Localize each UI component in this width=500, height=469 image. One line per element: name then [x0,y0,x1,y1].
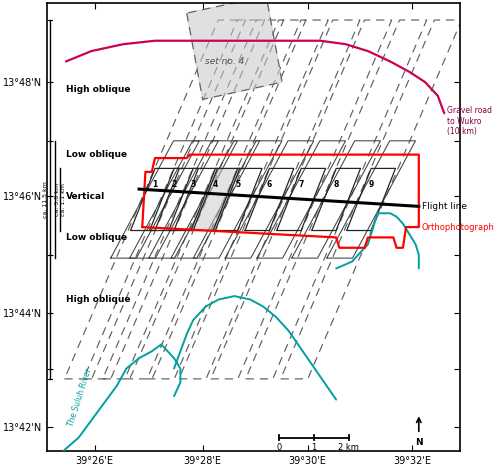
Text: High oblique: High oblique [66,295,130,304]
Polygon shape [187,0,282,99]
Text: 3: 3 [190,180,196,189]
Text: Flight line: Flight line [422,202,467,211]
Text: Gravel road
to Wukro
(10 km): Gravel road to Wukro (10 km) [448,106,492,136]
Text: 9: 9 [368,180,374,189]
Text: Low oblique: Low oblique [66,233,127,242]
Text: ca. 1.1 km: ca. 1.1 km [60,183,66,216]
Text: High oblique: High oblique [66,84,130,93]
Text: 6: 6 [267,180,272,189]
Text: ca. 3.8 km: ca. 3.8 km [56,183,60,216]
Text: ca. 11.5 km: ca. 11.5 km [44,181,49,218]
Text: N: N [415,438,422,446]
Text: 1: 1 [152,180,158,189]
Text: 1: 1 [312,443,316,452]
Text: 2 km: 2 km [338,443,359,452]
Text: 4: 4 [212,180,218,189]
Text: 0: 0 [276,443,281,452]
Text: 8: 8 [334,180,339,189]
Text: Orthophotograph: Orthophotograph [422,223,495,232]
Text: 7: 7 [298,180,304,189]
Text: Low oblique: Low oblique [66,150,127,159]
Text: The Suluh River: The Suluh River [66,367,93,427]
Text: Vertical: Vertical [66,191,105,201]
Text: set no. 4: set no. 4 [205,57,244,66]
Text: 2: 2 [172,180,176,189]
Text: 5: 5 [235,180,240,189]
Polygon shape [191,168,240,231]
